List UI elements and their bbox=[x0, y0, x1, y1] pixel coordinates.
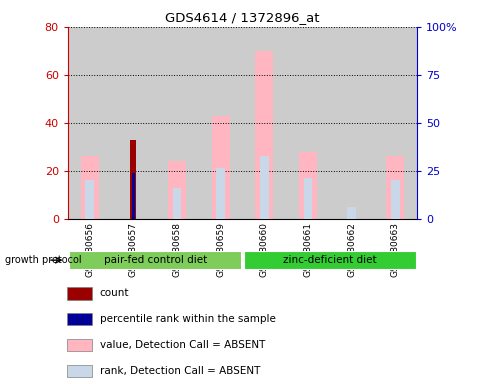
Text: count: count bbox=[100, 288, 129, 298]
Bar bbox=[303, 178, 312, 219]
Bar bbox=[167, 161, 186, 219]
Bar bbox=[211, 116, 229, 219]
Text: value, Detection Call = ABSENT: value, Detection Call = ABSENT bbox=[100, 340, 265, 350]
Bar bbox=[67, 339, 91, 351]
Bar bbox=[155, 27, 198, 219]
Bar bbox=[67, 313, 91, 325]
Bar bbox=[298, 152, 317, 219]
Bar bbox=[69, 251, 241, 270]
Bar bbox=[286, 27, 329, 219]
Title: GDS4614 / 1372896_at: GDS4614 / 1372896_at bbox=[165, 11, 319, 24]
Text: rank, Detection Call = ABSENT: rank, Detection Call = ABSENT bbox=[100, 366, 259, 376]
Bar bbox=[111, 27, 155, 219]
Text: percentile rank within the sample: percentile rank within the sample bbox=[100, 314, 275, 324]
Text: growth protocol: growth protocol bbox=[5, 255, 81, 265]
Bar bbox=[172, 188, 181, 219]
Bar bbox=[67, 365, 91, 377]
Text: pair-fed control diet: pair-fed control diet bbox=[104, 255, 206, 265]
Bar bbox=[67, 287, 91, 300]
Bar bbox=[347, 207, 355, 219]
Bar bbox=[255, 51, 273, 219]
Bar bbox=[216, 169, 225, 219]
Bar bbox=[259, 157, 268, 219]
Bar bbox=[198, 27, 242, 219]
Bar bbox=[131, 173, 135, 219]
Bar bbox=[68, 27, 111, 219]
Bar bbox=[385, 157, 404, 219]
Bar bbox=[80, 157, 99, 219]
Bar bbox=[390, 180, 399, 219]
Bar bbox=[373, 27, 416, 219]
Text: zinc-deficient diet: zinc-deficient diet bbox=[282, 255, 376, 265]
Bar bbox=[130, 140, 136, 219]
Bar bbox=[85, 180, 94, 219]
Bar bbox=[329, 27, 373, 219]
Bar bbox=[243, 251, 415, 270]
Bar bbox=[242, 27, 286, 219]
